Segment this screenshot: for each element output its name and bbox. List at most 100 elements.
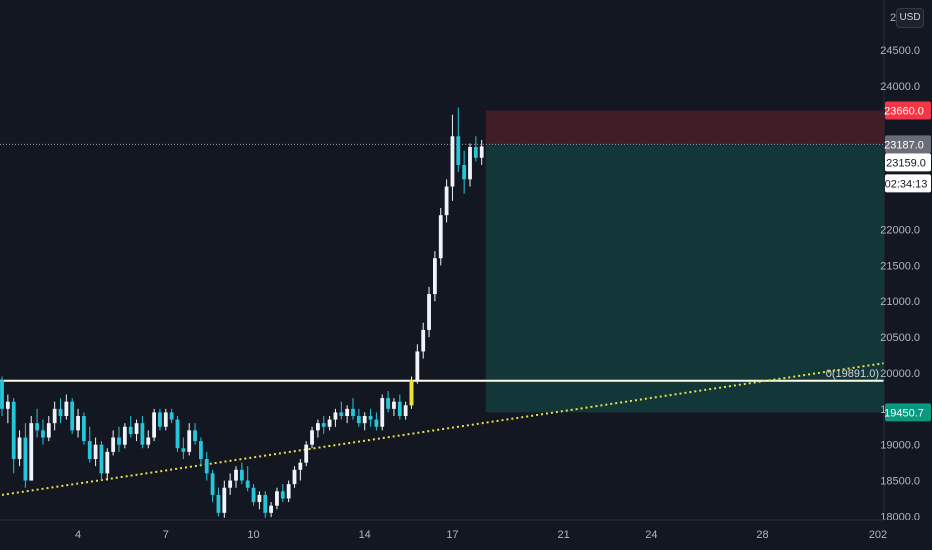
candle-body [374,419,379,427]
candle [374,412,379,431]
take-profit-zone[interactable] [485,144,884,413]
last-price-label-text: 23187.0 [884,139,924,151]
candle [93,437,98,467]
candle [210,469,215,503]
candle [304,441,309,467]
candle-body [152,412,156,438]
chart-lines: 0(19891.0) [0,143,915,496]
candle-body [438,215,443,259]
candle [386,390,390,413]
candle [204,451,209,481]
candle-body [257,494,262,503]
candle-body [263,494,268,513]
candle [29,416,34,481]
candle [99,441,104,481]
candle [146,430,151,449]
stop-price-label-bg [885,101,931,120]
candle [397,394,402,420]
target-price-label-bg [885,403,931,422]
price-tick-label: 21000.0 [880,296,920,308]
candle-body [216,494,221,513]
price-tick-label: 24500.0 [880,45,920,57]
countdown-label: 02:34:13 [885,174,931,193]
candle-body [41,430,45,438]
candle-body [193,430,197,442]
candle [473,136,478,162]
candle-body [58,408,63,416]
time-axis-panel[interactable] [0,520,932,550]
candle [438,208,443,266]
candle-body [304,444,309,463]
candle-body [345,408,350,416]
candle-body [199,441,203,460]
candle-body [169,412,174,420]
price-tick-label: 19000.0 [880,440,920,452]
candle-body [76,416,80,431]
price-tick-label: 20500.0 [880,332,920,344]
candle-body [479,146,484,158]
price-tick-label: 18500.0 [880,476,920,488]
candle [17,430,22,467]
target-price-label-text: 19450.7 [884,407,924,419]
candle [444,179,449,223]
candle [234,466,238,488]
candle-body [275,491,279,506]
candle-body [122,426,127,445]
candle [356,408,361,427]
candle [392,398,396,416]
candle-body [427,294,431,330]
candle [117,426,121,452]
candle [152,408,156,442]
candle-body [251,487,256,503]
candle [275,487,279,510]
candle [216,487,221,517]
candle [327,416,332,431]
candle-body [175,419,180,449]
candle-body [392,401,396,409]
candle [368,408,373,427]
candle-body [0,380,4,409]
candle-body [204,459,209,474]
price-tick-label: 2 [890,12,896,24]
price-tick-label: 22000.0 [880,225,920,237]
candle [23,423,28,488]
candle [333,408,338,427]
candle [433,251,437,302]
candle-body [468,147,472,180]
candle-body [140,423,145,445]
candle [251,484,256,506]
countdown-text: 02:34:13 [885,178,928,190]
candle [122,423,127,449]
candle-body [280,491,285,499]
currency-button[interactable]: USD [896,8,924,28]
candle [269,502,273,518]
candle-body [11,401,16,460]
candle-body [99,444,104,474]
time-tick-label: 7 [163,529,169,541]
stop-price-label-text: 23660.0 [884,105,924,117]
candle [46,416,51,442]
candle-body [70,401,75,431]
last-price-label: 23187.0 [884,135,931,154]
candle-body [433,258,437,295]
time-tick-label: 17 [446,529,458,541]
candle [456,107,461,173]
candle [239,462,244,485]
candle-body [473,147,478,158]
candle [462,150,467,194]
trendline[interactable] [1,357,915,496]
candle-body [450,136,455,187]
candle [450,114,455,201]
candle-body [321,423,326,427]
candle-body [29,423,34,481]
countdown-bg [885,174,931,193]
time-tick-label: 24 [645,529,657,541]
candle-body [17,437,22,460]
candle [351,398,355,420]
candle [134,419,139,442]
stop-loss-zone[interactable] [485,110,884,145]
candle-body [368,416,373,420]
candle-body [158,412,162,427]
price-axis-panel[interactable] [884,0,932,550]
